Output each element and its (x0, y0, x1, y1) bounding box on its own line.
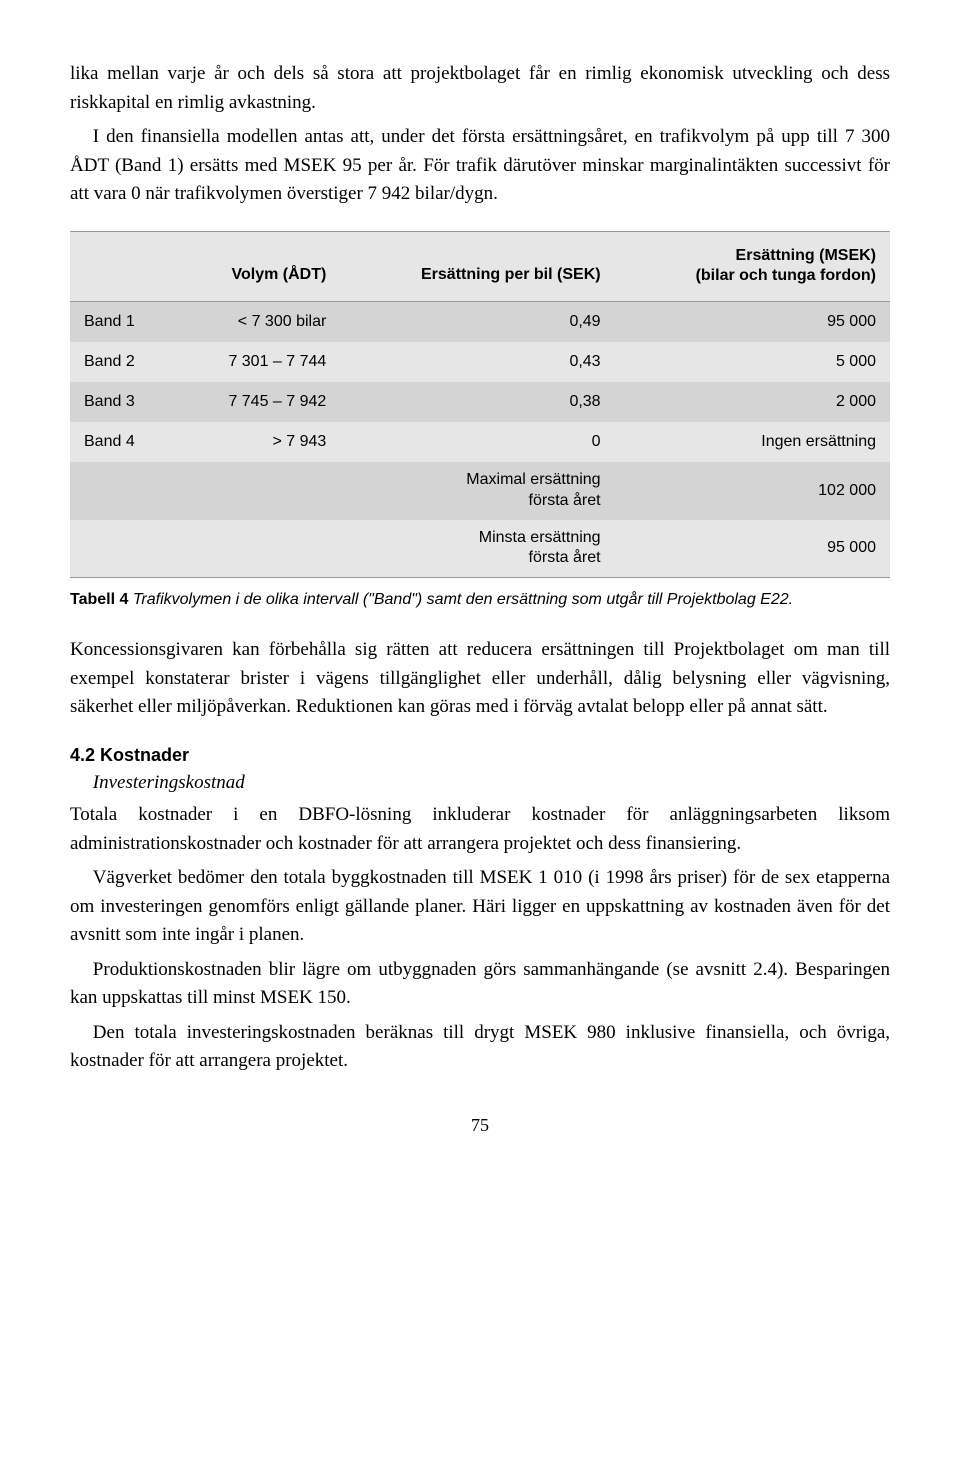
cell-perbil: 0,38 (340, 382, 614, 422)
section-heading: 4.2 Kostnader (70, 742, 890, 769)
summary-value: 102 000 (615, 462, 890, 520)
cell-msek: 5 000 (615, 342, 890, 382)
section-p1: Totala kostnader i en DBFO-lösning inklu… (70, 801, 890, 858)
cell-perbil: 0,49 (340, 302, 614, 343)
th-band (70, 231, 174, 302)
table-summary-row: Maximal ersättning första året 102 000 (70, 462, 890, 520)
section-p3: Produktionskostnaden blir lägre om utbyg… (70, 956, 890, 1013)
table-row: Band 3 7 745 – 7 942 0,38 2 000 (70, 382, 890, 422)
cell-perbil: 0 (340, 422, 614, 462)
section-p4: Den totala investeringskostnaden beräkna… (70, 1019, 890, 1076)
intro-paragraph-2: I den finansiella modellen antas att, un… (70, 123, 890, 209)
table-row: Band 1 < 7 300 bilar 0,49 95 000 (70, 302, 890, 343)
table-row: Band 4 > 7 943 0 Ingen ersättning (70, 422, 890, 462)
cell-volym: 7 745 – 7 942 (174, 382, 340, 422)
cell-msek: 2 000 (615, 382, 890, 422)
cell-band: Band 3 (70, 382, 174, 422)
th-perbil: Ersättning per bil (SEK) (340, 231, 614, 302)
summary-value: 95 000 (615, 520, 890, 578)
cell-volym: > 7 943 (174, 422, 340, 462)
table-summary-row: Minsta ersättning första året 95 000 (70, 520, 890, 578)
cell-msek: Ingen ersättning (615, 422, 890, 462)
caption-text: Trafikvolymen i de olika intervall ("Ban… (128, 591, 793, 608)
page-number: 75 (70, 1112, 890, 1139)
cell-band: Band 2 (70, 342, 174, 382)
caption-label: Tabell 4 (70, 591, 128, 608)
summary-label: Maximal ersättning första året (340, 462, 614, 520)
compensation-table: Volym (ÅDT) Ersättning per bil (SEK) Ers… (70, 231, 890, 579)
th-volym: Volym (ÅDT) (174, 231, 340, 302)
cell-volym: < 7 300 bilar (174, 302, 340, 343)
cell-volym: 7 301 – 7 744 (174, 342, 340, 382)
table-caption: Tabell 4 Trafikvolymen i de olika interv… (70, 588, 890, 612)
intro-paragraph-1: lika mellan varje år och dels så stora a… (70, 60, 890, 117)
cell-band: Band 4 (70, 422, 174, 462)
table-row: Band 2 7 301 – 7 744 0,43 5 000 (70, 342, 890, 382)
cell-band: Band 1 (70, 302, 174, 343)
section-p2: Vägverket bedömer den totala byggkostnad… (70, 864, 890, 950)
section-subheading: Investeringskostnad (70, 769, 890, 798)
mid-paragraph: Koncessionsgivaren kan förbehålla sig rä… (70, 636, 890, 722)
cell-msek: 95 000 (615, 302, 890, 343)
cell-perbil: 0,43 (340, 342, 614, 382)
th-msek: Ersättning (MSEK) (bilar och tunga fordo… (615, 231, 890, 302)
summary-label: Minsta ersättning första året (340, 520, 614, 578)
